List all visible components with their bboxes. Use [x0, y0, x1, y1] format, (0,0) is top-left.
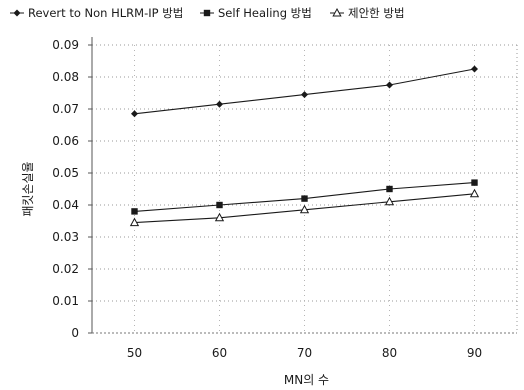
data-point-diamond	[216, 100, 223, 108]
legend-marker-triangle	[332, 7, 342, 17]
x-tick-labels: 50 60 70 80 90	[127, 346, 482, 360]
data-point-square	[386, 185, 393, 193]
y-axis-title: 패킷손실율	[21, 161, 35, 216]
data-point-diamond	[386, 81, 393, 89]
y-tick-label: 0	[71, 326, 79, 340]
legend-label: Revert to Non HLRM-IP 방법	[28, 6, 183, 20]
data-point-square	[131, 208, 138, 215]
x-tick-label: 90	[467, 346, 482, 360]
x-tick-label: 70	[297, 346, 312, 360]
data-point-diamond	[131, 110, 138, 118]
data-point-diamond	[471, 65, 478, 73]
series-lines	[129, 65, 480, 227]
legend: Revert to Non HLRM-IP 방법 Self Healing 방법 제…	[10, 6, 405, 20]
legend-label: Self Healing 방법	[218, 6, 312, 20]
y-tick-label: 0.01	[52, 294, 79, 308]
data-point-triangle	[384, 196, 395, 206]
y-tick-label: 0.09	[52, 38, 79, 52]
y-tick-label: 0.07	[52, 102, 79, 116]
legend-marker-diamond	[13, 9, 21, 17]
y-tick-label: 0.03	[52, 230, 79, 244]
y-tick-label: 0.02	[52, 262, 79, 276]
data-point-triangle	[129, 217, 140, 227]
legend-marker-square	[203, 9, 211, 17]
y-tick-label: 0.05	[52, 166, 79, 180]
x-axis-title: MN의 수	[284, 373, 329, 387]
legend-label: 제안한 방법	[348, 6, 405, 20]
data-point-triangle	[469, 188, 480, 198]
gridlines	[92, 44, 517, 333]
y-tick-label: 0.06	[52, 134, 79, 148]
data-point-square	[216, 201, 223, 209]
y-tick-labels: 0 0.01 0.02 0.03 0.04 0.05 0.06 0.07 0.08 0.09	[52, 38, 79, 340]
data-point-square	[301, 195, 308, 202]
y-tick-label: 0.08	[52, 70, 79, 84]
data-point-square	[471, 179, 478, 186]
data-point-diamond	[301, 91, 308, 99]
data-point-triangle	[299, 204, 310, 214]
data-point-triangle	[214, 212, 225, 222]
axes	[88, 37, 518, 334]
x-tick-label: 60	[212, 346, 227, 360]
x-tick-label: 80	[382, 346, 397, 360]
y-tick-label: 0.04	[52, 198, 79, 212]
x-tick-label: 50	[127, 346, 142, 360]
